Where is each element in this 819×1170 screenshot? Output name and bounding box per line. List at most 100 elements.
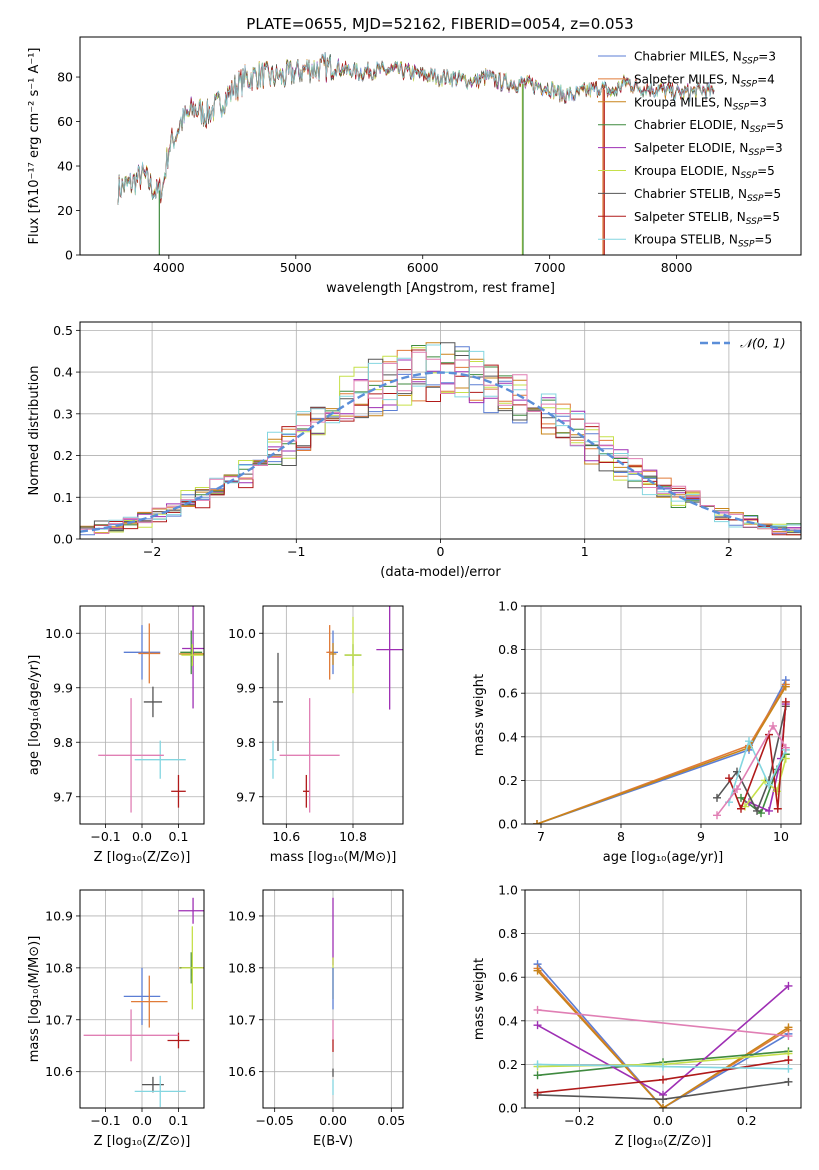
weight-point-marker bbox=[659, 1062, 667, 1071]
y-tick-label: 0.4 bbox=[498, 1013, 518, 1028]
y-tick-label: 10.7 bbox=[45, 1012, 73, 1027]
x-tick-label: 10.6 bbox=[272, 829, 300, 844]
x-tick-label: 8000 bbox=[661, 260, 693, 275]
legend-label-suffix: =5 bbox=[766, 118, 784, 132]
legend-label-text: Salpeter MILES, N bbox=[634, 72, 741, 86]
weight-point-marker bbox=[533, 966, 542, 975]
z_weight-frame bbox=[524, 889, 802, 1109]
age_weight-axes: 7 8 9 10 0.0 0.2 0.4 0.6 0.8 1.0 age [log₁₀(age/yr… bbox=[472, 599, 801, 865]
legend-label-text: Chabrier STELIB, N bbox=[634, 187, 747, 201]
weight-point-marker bbox=[659, 1095, 667, 1104]
legend-label-subscript: SSP bbox=[741, 79, 758, 89]
y-tick-label: 1.0 bbox=[498, 599, 518, 614]
legend-label-subscript: SSP bbox=[742, 57, 759, 67]
weight-point-marker bbox=[769, 721, 777, 730]
spectrum-series-line bbox=[117, 52, 715, 205]
y-tick-label: 9.7 bbox=[236, 789, 256, 804]
weight-point-marker bbox=[781, 697, 790, 706]
residuals-y-axis-label: Normed distribution bbox=[27, 366, 42, 496]
weight-point-marker bbox=[773, 804, 782, 813]
y-tick-label: 10.0 bbox=[45, 626, 73, 641]
legend-label-text: Chabrier MILES, N bbox=[634, 50, 742, 64]
weight-point-marker bbox=[784, 1056, 793, 1065]
x-tick-label: 0.0 bbox=[132, 1113, 152, 1128]
residuals-frame bbox=[79, 321, 802, 540]
weight-series-line bbox=[536, 963, 789, 1108]
y-tick-label: 10.0 bbox=[228, 626, 256, 641]
weight-point-marker bbox=[784, 1032, 793, 1041]
spectrum-series-line bbox=[117, 54, 715, 205]
x-tick-label: 7 bbox=[537, 829, 545, 844]
weight-point-marker bbox=[753, 806, 761, 815]
legend-label-text: Salpeter ELODIE, N bbox=[634, 141, 748, 155]
weight-point-marker bbox=[533, 1005, 542, 1014]
legend-label-text: Kroupa STELIB, N bbox=[634, 233, 738, 247]
residuals-x-axis-label: (data-model)/error bbox=[380, 565, 501, 580]
z_age-y-axis-label: age [log₁₀(age/yr)] bbox=[27, 655, 42, 776]
legend-label-suffix: =5 bbox=[764, 187, 782, 201]
weight-point-marker bbox=[725, 774, 733, 783]
z_age-x-axis-label: Z [log₁₀(Z/Z⊙)] bbox=[94, 850, 191, 865]
y-tick-label: 0.6 bbox=[498, 970, 518, 985]
z_mass-axes: −0.1 0.0 0.1 10.6 10.7 10.8 10.9 Z [log₁₀(Z/Z⊙)… bbox=[27, 890, 204, 1149]
z_weight-lines bbox=[533, 960, 793, 1108]
legend-label-subscript: SSP bbox=[747, 194, 764, 204]
weight-point-marker bbox=[784, 1023, 793, 1032]
weight-point-marker bbox=[533, 1088, 542, 1097]
mass_age-x-axis-label: mass [log₁₀(M/M⊙)] bbox=[270, 850, 397, 865]
weight-point-marker bbox=[784, 1064, 793, 1073]
y-tick-label: 9.7 bbox=[53, 789, 73, 804]
weight-point-marker bbox=[784, 981, 793, 990]
y-tick-label: 0.5 bbox=[53, 323, 73, 338]
y-tick-label: 0.0 bbox=[498, 817, 518, 832]
x-tick-label: 2 bbox=[725, 544, 733, 559]
spectrum-axes: 4000 5000 6000 7000 8000 0 20 40 60 80 wavelength … bbox=[27, 48, 693, 297]
y-tick-label: 40 bbox=[57, 159, 73, 174]
weight-point-marker bbox=[533, 1071, 542, 1080]
legend-label: Kroupa ELODIE, NSSP=5 bbox=[634, 164, 775, 181]
ebv_mass-frame bbox=[262, 889, 404, 1109]
x-tick-label: 1 bbox=[581, 544, 589, 559]
x-tick-label: 6000 bbox=[407, 260, 439, 275]
weight-point-marker bbox=[765, 806, 773, 815]
y-tick-label: 0.2 bbox=[498, 1057, 518, 1072]
z_mass-x-axis-label: Z [log₁₀(Z/Z⊙)] bbox=[94, 1134, 191, 1149]
x-tick-label: 8 bbox=[617, 829, 625, 844]
legend-label-suffix: =5 bbox=[762, 210, 780, 224]
y-tick-label: 10.8 bbox=[228, 960, 256, 975]
x-tick-label: −0.05 bbox=[256, 1113, 294, 1128]
y-tick-label: 60 bbox=[57, 114, 73, 129]
mass_age-axes: 10.6 10.8 9.7 9.8 9.9 10.0 mass [log₁₀(M/M⊙)] bbox=[228, 606, 403, 865]
x-tick-label: −0.1 bbox=[90, 829, 120, 844]
x-tick-label: 10 bbox=[773, 829, 789, 844]
weight-point-marker bbox=[659, 1075, 667, 1084]
legend-label-text: Kroupa MILES, N bbox=[634, 95, 733, 109]
x-tick-label: −1 bbox=[287, 544, 305, 559]
weight-point-marker bbox=[781, 743, 790, 752]
x-tick-label: 9 bbox=[697, 829, 705, 844]
z_mass-y-axis-label: mass [log₁₀(M/M⊙)] bbox=[27, 936, 42, 1063]
weight-point-marker bbox=[784, 1077, 793, 1086]
gaussian-reference-curve bbox=[80, 371, 801, 533]
weight-point-marker bbox=[713, 793, 721, 802]
spectrum-frame bbox=[79, 36, 802, 256]
y-tick-label: 10.8 bbox=[45, 960, 73, 975]
y-tick-label: 20 bbox=[57, 203, 73, 218]
legend-label-subscript: SSP bbox=[741, 171, 758, 181]
legend-label-suffix: =3 bbox=[758, 50, 776, 64]
legend-label-suffix: =3 bbox=[749, 95, 767, 109]
x-tick-label: 0.2 bbox=[737, 1113, 757, 1128]
spectrum-series-line bbox=[117, 52, 715, 205]
legend-label-text: Chabrier ELODIE, N bbox=[634, 118, 750, 132]
y-tick-label: 9.8 bbox=[236, 735, 256, 750]
y-tick-label: 9.9 bbox=[53, 680, 73, 695]
z_age-frame bbox=[79, 605, 205, 825]
x-tick-label: 0.1 bbox=[169, 829, 189, 844]
y-tick-label: 9.9 bbox=[236, 680, 256, 695]
x-tick-label: −0.1 bbox=[90, 1113, 120, 1128]
z_mass-frame bbox=[79, 889, 205, 1109]
x-tick-label: 0.0 bbox=[132, 829, 152, 844]
spectrum-lines bbox=[117, 52, 715, 255]
y-tick-label: 10.7 bbox=[228, 1012, 256, 1027]
